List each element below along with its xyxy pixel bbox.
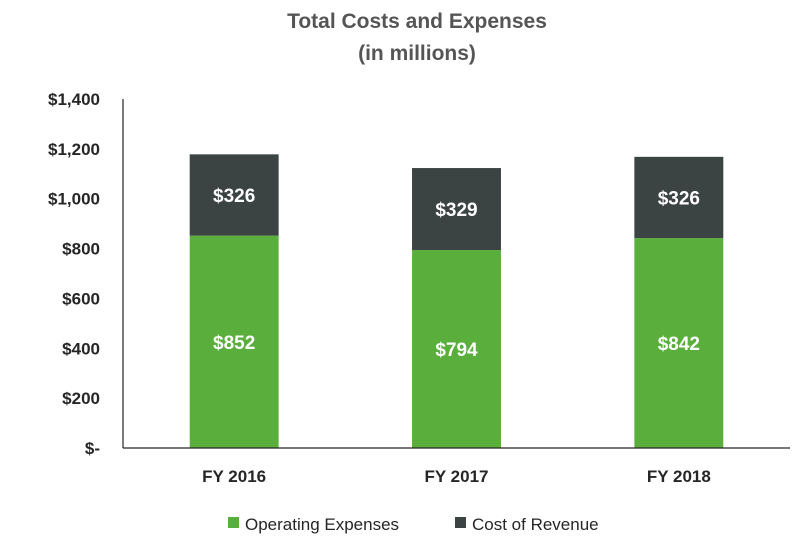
x-category-label: FY 2017 [425, 467, 489, 486]
x-category-label: FY 2018 [647, 467, 711, 486]
data-label: $852 [213, 333, 255, 354]
bar-segment [412, 250, 501, 448]
y-tick-label: $1,400 [48, 90, 100, 109]
legend-swatch [228, 517, 239, 528]
chart-subtitle: (in millions) [358, 42, 476, 65]
y-axis: $- $200 $400 $600 $800 $1,000 $1,200 $1,400 [48, 90, 124, 458]
bar-segment [634, 156, 724, 239]
y-tick-label: $1,200 [48, 140, 100, 159]
bars: $852 $326 $794 $329 $842 $326 [189, 154, 724, 448]
bar-segment [412, 168, 501, 251]
y-tick-label: $800 [62, 240, 100, 259]
data-label: $326 [213, 186, 255, 207]
legend-swatch [455, 517, 466, 528]
x-axis: FY 2016 FY 2017 FY 2018 [123, 447, 790, 486]
data-label: $326 [658, 188, 700, 209]
y-tick-label: $1,000 [48, 190, 100, 209]
y-tick-label: $400 [62, 339, 100, 358]
y-tick-label: $- [85, 439, 100, 458]
legend-label: Operating Expenses [245, 515, 399, 534]
y-tick-label: $600 [62, 289, 100, 308]
x-category-label: FY 2016 [202, 467, 266, 486]
bar-segment [189, 235, 279, 448]
bar-segment [634, 238, 724, 448]
chart-title: Total Costs and Expenses [287, 10, 547, 33]
data-label: $794 [435, 340, 478, 361]
y-tick-label: $200 [62, 389, 100, 408]
data-label: $329 [435, 200, 477, 221]
data-label: $842 [658, 334, 700, 355]
legend: Operating Expenses Cost of Revenue [228, 515, 599, 534]
legend-label: Cost of Revenue [472, 515, 599, 534]
bar-segment [189, 154, 279, 236]
